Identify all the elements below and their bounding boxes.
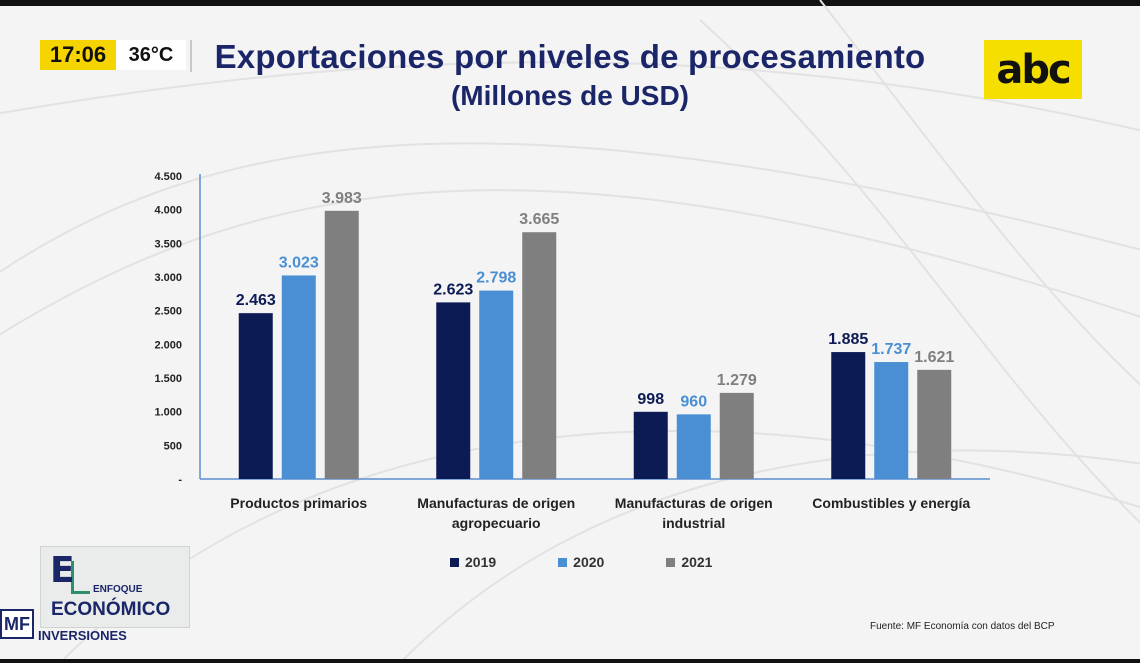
bar-value-label: 2.463 bbox=[236, 292, 276, 309]
y-tick-label: 4.500 bbox=[154, 171, 182, 183]
legend-item-2021: 2021 bbox=[666, 552, 712, 572]
chart-subtitle: (Millones de USD) bbox=[450, 80, 689, 111]
mf-inversiones-text: INVERSIONES bbox=[38, 628, 127, 643]
logo-economico-text: ECONÓMICO bbox=[51, 599, 171, 620]
abc-logo: abc bbox=[984, 40, 1082, 99]
header-divider bbox=[190, 40, 192, 72]
y-tick-label: 4.000 bbox=[154, 205, 182, 217]
legend-swatch-2021 bbox=[666, 557, 676, 567]
bar-value-label: 2.798 bbox=[476, 270, 516, 287]
y-tick-label: 1.000 bbox=[154, 407, 182, 419]
bar-2020 bbox=[479, 290, 514, 479]
clock-time: 17:06 bbox=[40, 40, 116, 70]
y-tick-label: 3.500 bbox=[154, 238, 182, 250]
y-tick-label: 2.000 bbox=[154, 339, 182, 351]
bar-2021 bbox=[522, 232, 557, 479]
bar-2020 bbox=[874, 362, 909, 479]
bar-2020 bbox=[281, 275, 316, 479]
y-tick-label: 500 bbox=[164, 440, 182, 452]
bar-value-label: 960 bbox=[680, 393, 707, 410]
bar-value-label: 2.623 bbox=[433, 281, 473, 298]
bar-value-label: 3.665 bbox=[519, 211, 559, 228]
logo-enfoque-text: ENFOQUE bbox=[93, 584, 143, 595]
legend-swatch-2019 bbox=[450, 557, 459, 567]
bar-2021 bbox=[917, 369, 952, 479]
y-tick-label: 3.000 bbox=[154, 272, 182, 284]
bar-value-label: 1.737 bbox=[871, 341, 911, 358]
enfoque-economico-logo: E ENFOQUE ECONÓMICO bbox=[40, 546, 190, 628]
bar-value-label: 3.983 bbox=[322, 190, 362, 207]
bar-2021 bbox=[324, 210, 359, 479]
bar-value-label: 1.885 bbox=[828, 331, 868, 348]
bar-value-label: 1.621 bbox=[914, 349, 954, 366]
bar-2021 bbox=[719, 392, 754, 479]
bar-2019 bbox=[436, 302, 471, 479]
bar-2019 bbox=[633, 411, 668, 479]
x-category-label: Productos primarios bbox=[230, 495, 367, 511]
logo-bracket-icon bbox=[71, 561, 90, 594]
source-note: Fuente: MF Economía con datos del BCP bbox=[870, 621, 1055, 632]
bar-2019 bbox=[831, 352, 866, 479]
y-tick-label: 2.500 bbox=[154, 306, 182, 318]
bottom-frame-bar bbox=[0, 659, 1140, 663]
legend-label-2019: 2019 bbox=[465, 554, 497, 570]
legend-item-2020: 2020 bbox=[558, 552, 604, 572]
legend-item-2019: 2019 bbox=[450, 552, 496, 572]
bar-value-label: 3.023 bbox=[279, 254, 319, 271]
legend-swatch-2020 bbox=[558, 557, 568, 567]
x-category-label: agropecuario bbox=[452, 515, 541, 531]
abc-logo-text: abc bbox=[996, 46, 1071, 93]
mf-logo: MF bbox=[0, 609, 34, 639]
legend-label-2021: 2021 bbox=[681, 554, 713, 570]
y-tick-label: - bbox=[178, 474, 182, 486]
y-tick-label: 1.500 bbox=[154, 373, 182, 385]
temperature-readout: 36°C bbox=[116, 40, 186, 70]
bar-value-label: 998 bbox=[637, 391, 664, 408]
bar-2019 bbox=[238, 313, 273, 479]
chart-title: Exportaciones por niveles de procesamien… bbox=[214, 38, 926, 75]
x-category-label: Combustibles y energía bbox=[812, 495, 970, 511]
x-category-label: Manufacturas de origen bbox=[615, 495, 773, 511]
bar-value-label: 1.279 bbox=[717, 372, 757, 389]
legend-label-2020: 2020 bbox=[573, 554, 605, 570]
x-category-label: Manufacturas de origen bbox=[417, 495, 575, 511]
logo-letter: E bbox=[50, 550, 75, 591]
chart-legend: 2019 2020 2021 bbox=[450, 552, 790, 572]
x-category-label: industrial bbox=[662, 515, 725, 531]
top-frame-bar bbox=[0, 0, 1140, 6]
bar-2020 bbox=[676, 414, 711, 479]
